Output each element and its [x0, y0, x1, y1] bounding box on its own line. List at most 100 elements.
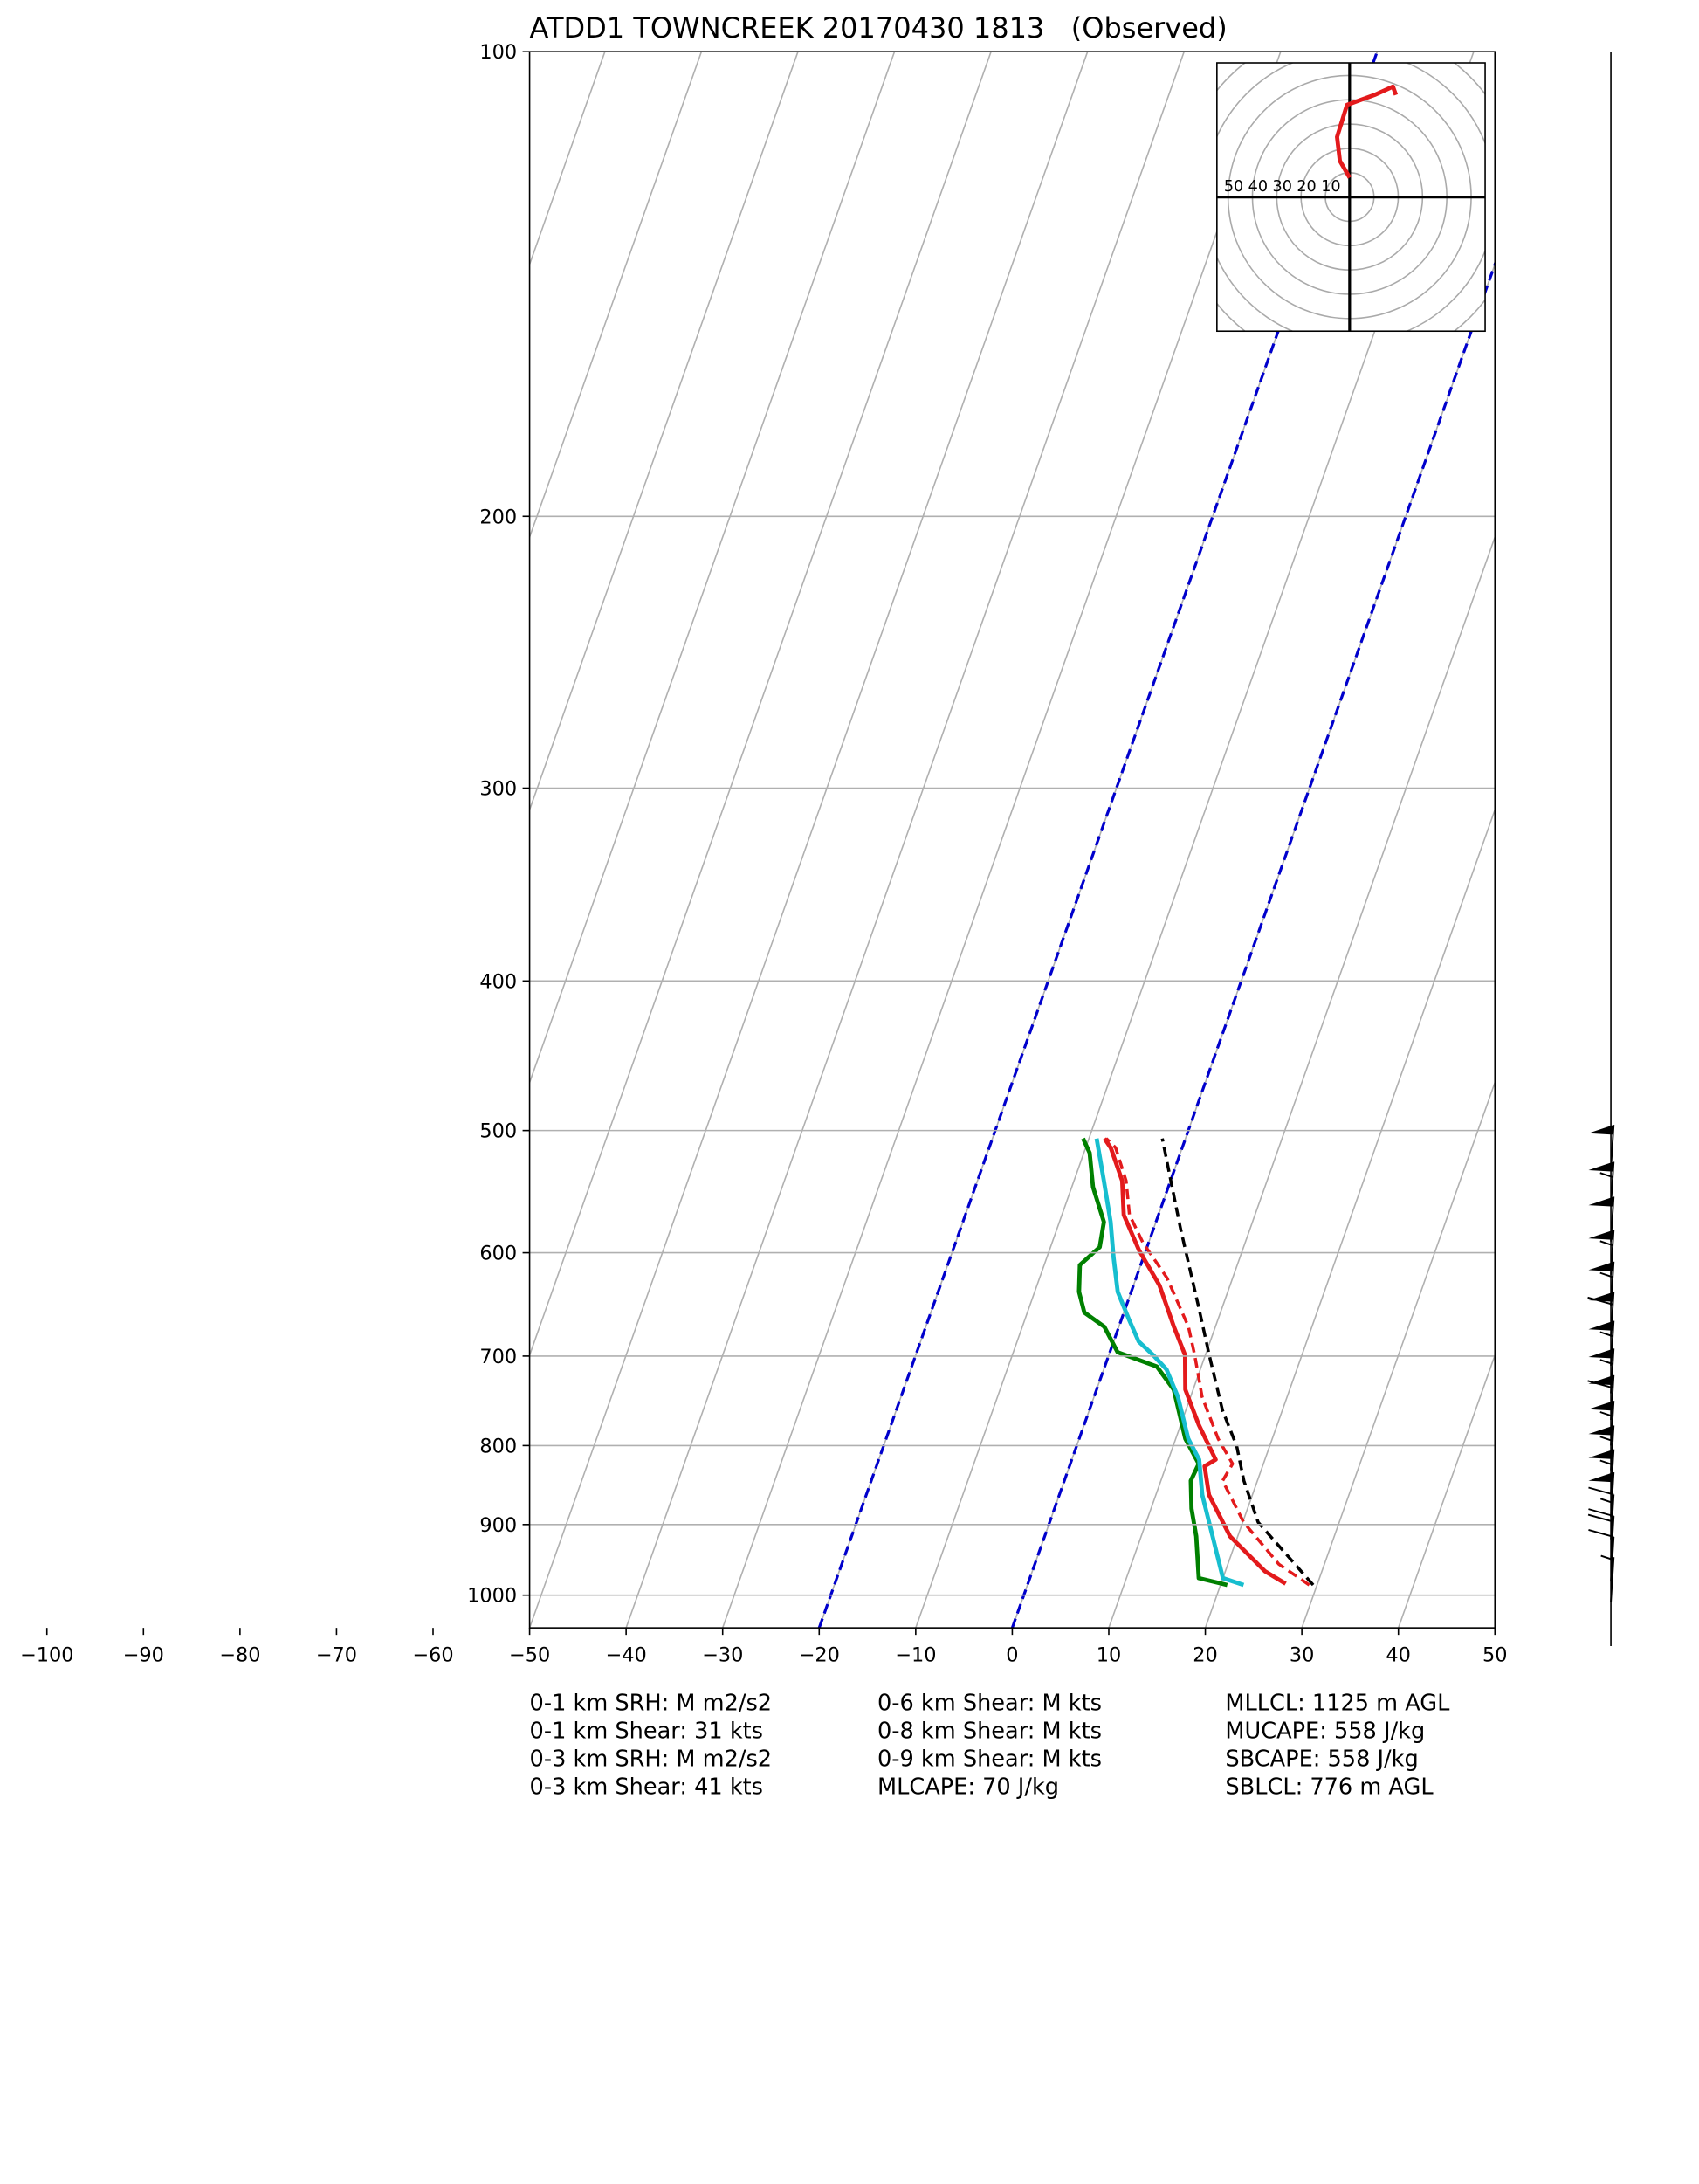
barb-flag: [1588, 1401, 1614, 1411]
wind-barb: [1588, 1348, 1615, 1394]
isotherm: [1397, 1353, 1496, 1629]
sounding-index: MLLCL: 1125 m AGL: [1225, 1691, 1450, 1717]
y-tick-label: 200: [479, 506, 517, 528]
wind-barb: [1588, 1125, 1615, 1170]
barb-half: [1599, 1359, 1613, 1365]
barb-full: [1587, 1513, 1614, 1523]
wind-barb: [1588, 1449, 1615, 1494]
barb-half: [1599, 1331, 1613, 1338]
x-tick-label: −50: [509, 1644, 550, 1667]
x-tick-label: 20: [1193, 1644, 1218, 1667]
x-tick-label: −100: [20, 1644, 74, 1667]
isotherm: [721, 52, 1282, 1629]
barb-full: [1587, 1296, 1613, 1306]
isotherm: [1204, 807, 1496, 1629]
barb-full: [1588, 1486, 1614, 1496]
hodograph: 50 40 30 20 10: [1216, 63, 1486, 332]
sounding-index: 0-1 km Shear: 31 kts: [530, 1719, 763, 1745]
wind-barb: [1588, 1425, 1615, 1471]
plot-frame: [528, 51, 1496, 1629]
x-tick-label: −30: [702, 1644, 743, 1667]
barb-flag: [1588, 1320, 1614, 1331]
y-tick-label: 600: [479, 1243, 517, 1265]
barb-half: [1600, 1554, 1614, 1561]
y-tick-label: 800: [479, 1435, 517, 1457]
isotherm: [529, 52, 896, 1085]
wind-barb: [1588, 1486, 1615, 1540]
isotherm: [529, 52, 799, 812]
y-tick-label: 500: [479, 1120, 517, 1143]
wind-barb: [1588, 1401, 1615, 1446]
isotherm: [1108, 534, 1496, 1629]
barb-staff: [1610, 1557, 1615, 1602]
x-tick-label: −90: [123, 1644, 164, 1667]
barb-staff: [1610, 1494, 1615, 1540]
y-tick-label: 100: [479, 41, 517, 64]
barb-flag: [1588, 1348, 1614, 1359]
profile-line: [1104, 1137, 1310, 1587]
profile-line: [1160, 1138, 1315, 1587]
barb-full: [1587, 1380, 1613, 1389]
dashed-isotherm: [1010, 259, 1496, 1629]
wind-barb: [1588, 1320, 1615, 1366]
hodograph-ring-label: 20: [1297, 178, 1316, 196]
hodograph-ring-label: 40: [1248, 178, 1268, 196]
barb-flag: [1588, 1196, 1614, 1207]
x-tick-label: 30: [1290, 1644, 1315, 1667]
x-tick-label: 10: [1097, 1644, 1122, 1667]
barb-half: [1599, 1411, 1613, 1417]
sounding-index: 0-3 km SRH: M m2/s2: [530, 1747, 773, 1773]
x-tick-label: −60: [412, 1644, 453, 1667]
x-tick-label: −10: [895, 1644, 936, 1667]
sounding-index: 0-9 km Shear: M kts: [877, 1747, 1102, 1773]
barb-half: [1599, 1459, 1613, 1466]
barb-flag: [1588, 1472, 1614, 1483]
isotherm: [0, 52, 219, 1628]
x-tick-label: 50: [1482, 1644, 1507, 1667]
isotherm: [529, 52, 992, 1358]
chart-title: ATDD1 TOWNCREEK 20170430 1813 (Observed): [530, 11, 1228, 45]
barb-flag: [1588, 1230, 1614, 1240]
wind-barb: [1588, 1161, 1615, 1207]
barb-flag: [1588, 1449, 1614, 1459]
sounding-index: 0-3 km Shear: 41 kts: [530, 1774, 763, 1801]
dashed-isotherm: [817, 52, 1379, 1629]
barb-flag: [1588, 1292, 1614, 1302]
isotherm: [529, 52, 703, 540]
y-tick-label: 900: [479, 1514, 517, 1537]
sounding-index: 0-6 km Shear: M kts: [877, 1691, 1102, 1717]
hodograph-ring-label: 10: [1321, 178, 1340, 196]
isotherm: [0, 52, 508, 1628]
barb-half: [1599, 1436, 1613, 1442]
barb-full: [1588, 1529, 1614, 1538]
isotherm: [529, 52, 606, 267]
isotherm: [0, 52, 412, 1628]
isotherm: [1301, 1080, 1496, 1629]
y-tick-label: 700: [479, 1346, 517, 1368]
wind-barb: [1600, 1554, 1615, 1602]
isotherm: [1688, 52, 1699, 1628]
wind-barb: [1587, 1508, 1615, 1561]
hodograph-frame: [1216, 62, 1486, 333]
barb-half: [1599, 1498, 1613, 1504]
isotherm: [625, 52, 1185, 1629]
isotherm: [0, 52, 122, 1628]
wind-barb: [1587, 1374, 1615, 1421]
barb-flag: [1588, 1161, 1614, 1172]
x-tick-label: 0: [1006, 1644, 1018, 1667]
barb-full: [1588, 1508, 1614, 1518]
y-tick-label: 1000: [467, 1585, 517, 1608]
y-tick-label: 400: [479, 970, 517, 993]
barb-half: [1599, 1271, 1613, 1278]
profile-line: [1103, 1137, 1287, 1586]
profile-line: [1094, 1138, 1245, 1588]
sounding-index: 0-8 km Shear: M kts: [877, 1719, 1102, 1745]
x-tick-label: −70: [316, 1644, 357, 1667]
plot-area: [0, 52, 1699, 1629]
isotherm: [1494, 1625, 1496, 1629]
hodograph-ring-label: 30: [1273, 178, 1292, 196]
barb-half: [1599, 1240, 1613, 1247]
x-tick-label: −20: [799, 1644, 840, 1667]
